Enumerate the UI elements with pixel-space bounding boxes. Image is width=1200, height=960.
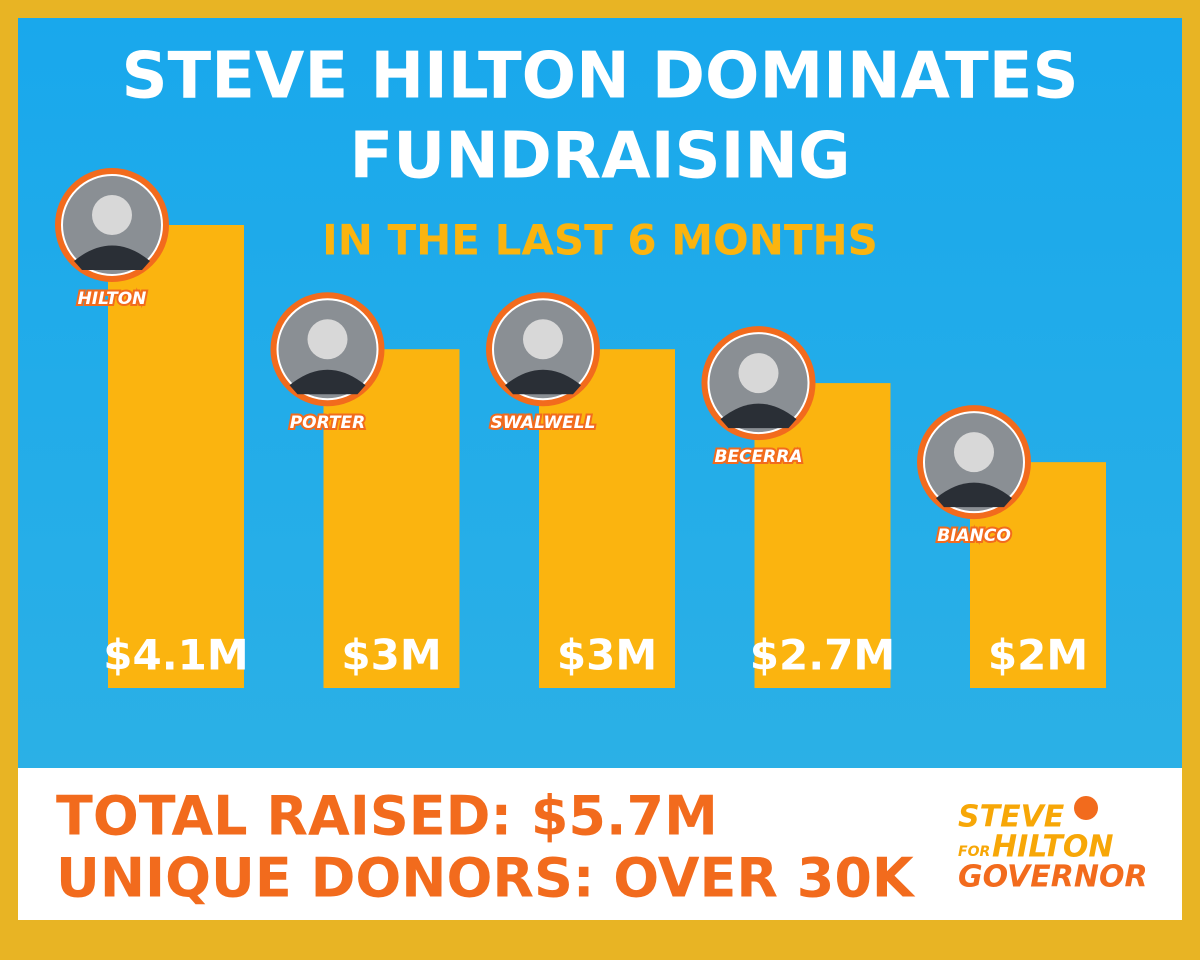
logo-text: HILTON xyxy=(992,830,1114,865)
photo-body xyxy=(936,482,1012,508)
chart-title: FUNDRAISING xyxy=(350,120,851,194)
photo-head xyxy=(738,353,779,394)
candidate-name: PORTER xyxy=(290,413,366,433)
photo-body xyxy=(74,245,150,270)
footer-text: TOTAL RAISED: $5.7M xyxy=(56,785,718,848)
photo-body xyxy=(505,369,581,395)
value-label: $3M xyxy=(557,631,657,680)
photo-body xyxy=(289,369,366,395)
photo-head xyxy=(954,432,994,473)
photo-head xyxy=(92,195,132,235)
photo-head xyxy=(523,319,563,360)
footer-band xyxy=(18,768,1182,920)
bar xyxy=(323,349,460,688)
candidate-name: HILTON xyxy=(78,289,147,309)
candidate-name: BIANCO xyxy=(937,526,1011,546)
value-label: $3M xyxy=(341,631,441,680)
bar xyxy=(108,225,244,688)
logo-text: STEVE xyxy=(958,800,1065,835)
bar xyxy=(539,349,675,688)
chart-subtitle: IN THE LAST 6 MONTHS xyxy=(322,216,878,265)
value-label: $2.7M xyxy=(750,631,895,680)
chart-title: STEVE HILTON DOMINATES xyxy=(121,40,1078,114)
value-label: $2M xyxy=(988,631,1088,680)
photo-head xyxy=(307,319,348,360)
value-label: $4.1M xyxy=(103,631,248,680)
candidate-name: SWALWELL xyxy=(491,413,596,433)
footer-text: UNIQUE DONORS: OVER 30K xyxy=(56,847,916,910)
logo-text: GOVERNOR xyxy=(958,860,1148,895)
logo-text: FOR xyxy=(958,844,990,860)
logo-dot xyxy=(1074,796,1098,820)
photo-body xyxy=(720,403,797,429)
candidate-name: BECERRA xyxy=(715,447,803,467)
